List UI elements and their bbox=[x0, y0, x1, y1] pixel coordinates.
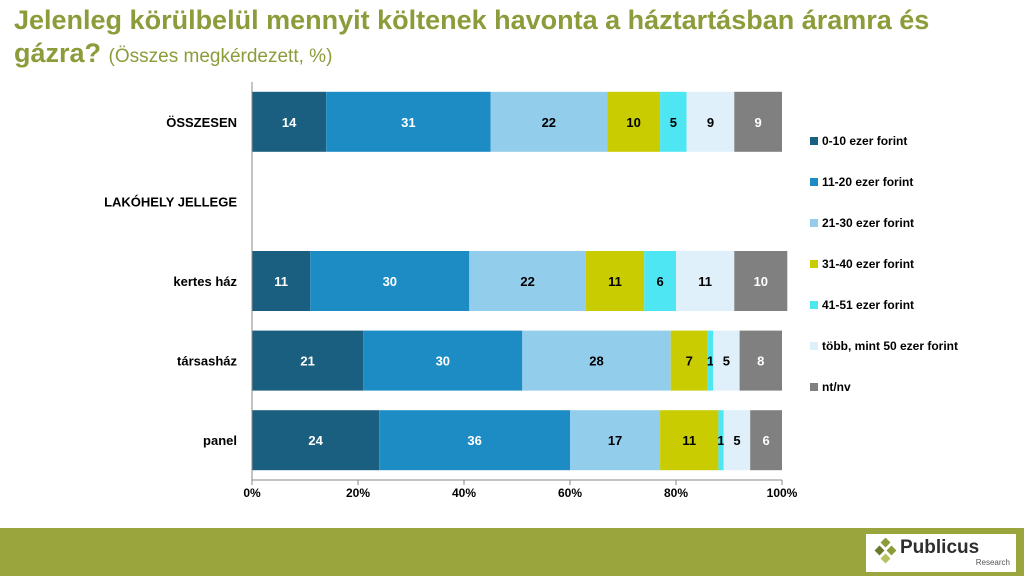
data-label: 6 bbox=[762, 433, 769, 448]
data-label: 11 bbox=[274, 274, 288, 289]
bar-segment bbox=[252, 410, 380, 471]
data-label: 30 bbox=[383, 274, 397, 289]
data-label: 8 bbox=[757, 354, 764, 369]
publicus-logo: Publicus Research bbox=[866, 534, 1016, 572]
bar-segment bbox=[252, 91, 327, 152]
data-label: 5 bbox=[733, 433, 740, 448]
bar-segment bbox=[734, 251, 788, 311]
bar-segment bbox=[686, 91, 735, 152]
footer-band bbox=[0, 528, 1024, 576]
bar-segment bbox=[718, 410, 724, 471]
bar-segment bbox=[252, 330, 364, 391]
legend-swatch bbox=[810, 383, 818, 391]
data-label: 6 bbox=[656, 274, 663, 289]
legend-label: 31-40 ezer forint bbox=[822, 257, 914, 271]
legend-swatch bbox=[810, 301, 818, 309]
bar-segment bbox=[522, 330, 671, 391]
legend-label: 11-20 ezer forint bbox=[822, 175, 913, 189]
legend-swatch bbox=[810, 219, 818, 227]
bar-segment bbox=[734, 91, 782, 152]
data-label: 28 bbox=[589, 354, 603, 369]
x-tick-label: 40% bbox=[452, 486, 476, 500]
data-label: 24 bbox=[308, 433, 323, 448]
bar-segment bbox=[660, 91, 687, 152]
chart-title-main: Jelenleg körülbelül mennyit költenek hav… bbox=[14, 5, 930, 68]
data-label: 17 bbox=[608, 433, 622, 448]
bar-segment bbox=[707, 330, 714, 391]
stacked-bar-chart: ÖSSZESEN 14 31 22 10 5 9 9 LAKÓHELY JELLEGE kerte… bbox=[104, 82, 958, 500]
bar-segment bbox=[660, 410, 719, 471]
legend-label: 41-51 ezer forint bbox=[822, 298, 914, 312]
category-label: kertes ház bbox=[173, 274, 237, 289]
data-label: 5 bbox=[723, 354, 730, 369]
legend-label: több, mint 50 ezer forint bbox=[822, 339, 958, 353]
data-label: 11 bbox=[698, 274, 712, 289]
data-label: 22 bbox=[542, 115, 556, 130]
bar-segment bbox=[379, 410, 570, 471]
bar-segment bbox=[607, 91, 661, 152]
data-label: 1 bbox=[717, 433, 724, 448]
logo-subtext: Research bbox=[975, 558, 1010, 567]
bar-segment bbox=[750, 410, 782, 471]
chart-title: Jelenleg körülbelül mennyit költenek hav… bbox=[14, 4, 1004, 73]
data-label: 9 bbox=[755, 115, 762, 130]
bar-segment bbox=[670, 330, 708, 391]
x-tick-label: 60% bbox=[558, 486, 582, 500]
legend-swatch bbox=[810, 137, 818, 145]
bar-segment bbox=[713, 330, 740, 391]
bar-segment bbox=[310, 251, 470, 311]
chart-subtitle: (Összes megkérdezett, %) bbox=[108, 46, 333, 67]
data-label: 11 bbox=[682, 433, 696, 448]
logo-text: Publicus bbox=[900, 537, 980, 558]
x-tick-label: 0% bbox=[243, 486, 261, 500]
data-label: 5 bbox=[670, 115, 677, 130]
data-label: 31 bbox=[401, 115, 415, 130]
legend-swatch bbox=[810, 260, 818, 268]
data-label: 21 bbox=[300, 354, 314, 369]
bar-segment bbox=[363, 330, 523, 391]
bar-segment bbox=[644, 251, 676, 311]
bar-segment bbox=[490, 91, 608, 152]
data-label: 10 bbox=[626, 115, 640, 130]
category-label: LAKÓHELY JELLEGE bbox=[104, 194, 237, 209]
data-label: 30 bbox=[436, 354, 450, 369]
x-tick-label: 100% bbox=[767, 486, 798, 500]
data-label: 7 bbox=[686, 354, 693, 369]
bar-segment bbox=[676, 251, 735, 311]
bar-segment bbox=[252, 251, 311, 311]
data-label: 9 bbox=[707, 115, 714, 130]
legend-swatch bbox=[810, 342, 818, 350]
data-label: 11 bbox=[608, 274, 622, 289]
data-label: 36 bbox=[467, 433, 481, 448]
category-label: ÖSSZESEN bbox=[166, 115, 237, 130]
legend-swatch bbox=[810, 178, 818, 186]
category-label: panel bbox=[203, 433, 237, 448]
x-tick-label: 20% bbox=[346, 486, 370, 500]
bar-segment bbox=[585, 251, 645, 311]
bar-segment bbox=[570, 410, 661, 471]
x-tick-label: 80% bbox=[664, 486, 688, 500]
legend-label: 0-10 ezer forint bbox=[822, 134, 907, 148]
bar-segment bbox=[326, 91, 491, 152]
legend-label: nt/nv bbox=[822, 380, 851, 394]
bar-segment bbox=[739, 330, 782, 391]
data-label: 10 bbox=[754, 274, 768, 289]
data-label: 22 bbox=[520, 274, 534, 289]
legend-label: 21-30 ezer forint bbox=[822, 216, 914, 230]
category-label: társasház bbox=[177, 354, 237, 369]
data-label: 14 bbox=[282, 115, 297, 130]
bar-segment bbox=[723, 410, 751, 471]
bar-segment bbox=[469, 251, 586, 311]
logo-diamond-icon bbox=[874, 538, 897, 564]
data-label: 1 bbox=[707, 354, 714, 369]
